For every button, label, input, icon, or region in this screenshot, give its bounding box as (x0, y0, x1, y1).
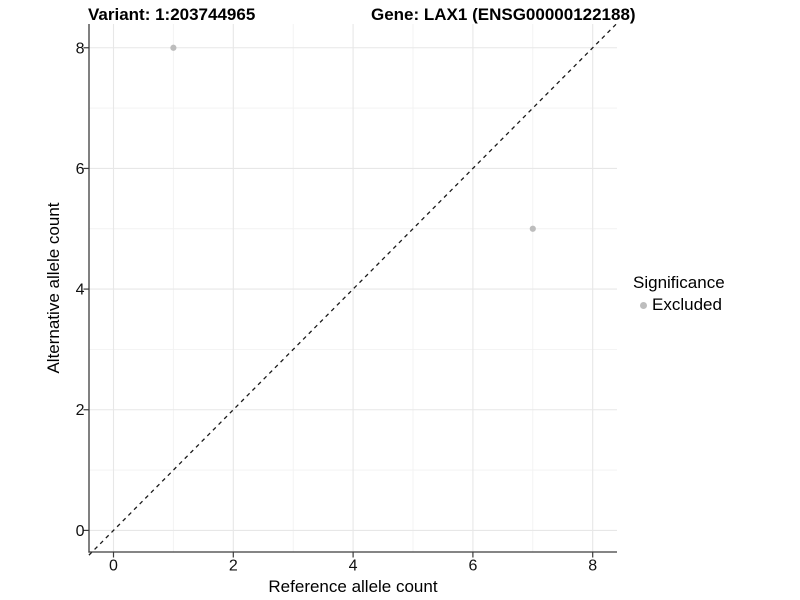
variant-title: Variant: 1:203744965 (88, 5, 256, 24)
data-point (170, 44, 177, 51)
y-tick-label: 8 (76, 40, 85, 57)
legend-title: Significance (633, 273, 725, 292)
x-tick-label: 2 (229, 558, 238, 575)
x-tick-label: 0 (109, 558, 118, 575)
x-tick-label: 4 (349, 558, 358, 575)
gene-title: Gene: LAX1 (ENSG00000122188) (371, 5, 636, 24)
y-tick-label: 4 (76, 282, 85, 299)
y-tick-label: 2 (76, 402, 85, 419)
x-tick-label: 8 (588, 558, 597, 575)
legend-item-excluded: Excluded (633, 295, 725, 315)
x-axis-label: Reference allele count (268, 577, 438, 596)
data-point (529, 225, 536, 232)
y-tick-label: 6 (76, 161, 85, 178)
legend: Significance Excluded (633, 273, 725, 315)
legend-item-label: Excluded (652, 295, 722, 314)
y-axis-label: Alternative allele count (44, 202, 63, 374)
y-tick-label: 0 (76, 523, 85, 540)
identity-dashed-line (88, 22, 618, 556)
excluded-point-icon (640, 301, 647, 309)
x-tick-label: 6 (468, 558, 477, 575)
